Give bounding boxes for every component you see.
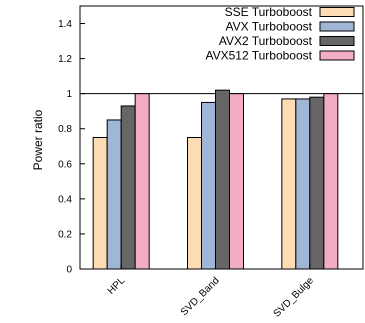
y-tick-label: 1.4 [58,19,72,30]
bar [120,105,136,270]
bar [134,93,150,270]
y-tick-label: 1.2 [58,54,72,65]
bar [323,93,339,270]
y-tick-label: 0.8 [58,124,72,135]
legend-swatch [319,7,355,17]
bar [229,93,244,270]
bar [309,96,325,270]
y-tick-label: 0.6 [58,159,72,170]
legend-label: AVX Turboboost [226,20,313,34]
y-axis-title: Power ratio [31,109,45,170]
y-tick-label: 0.2 [58,229,72,240]
bar [295,98,311,270]
bar [187,137,202,270]
legend-swatch [319,21,355,32]
bars [92,89,339,270]
legend-label: SSE Turboboost [225,5,313,19]
legend-swatch [319,36,355,46]
legend-label: AVX2 Turboboost [219,34,313,48]
bar [281,98,297,270]
x-tick-label: HPL [106,275,128,297]
legend-swatch [319,50,355,61]
plot-frame [79,5,364,270]
y-tick-label: 0.4 [58,194,72,205]
x-tick-label: SVD_Bulge [272,275,317,320]
bar [92,137,108,270]
y-tick-label: 1 [66,89,72,100]
bar [215,89,230,270]
y-tick-label: 0 [66,265,72,276]
x-tick-label: SVD_Band [179,275,222,318]
bar [201,101,216,270]
legend-label: AVX512 Turboboost [205,49,312,63]
bar [106,119,122,270]
